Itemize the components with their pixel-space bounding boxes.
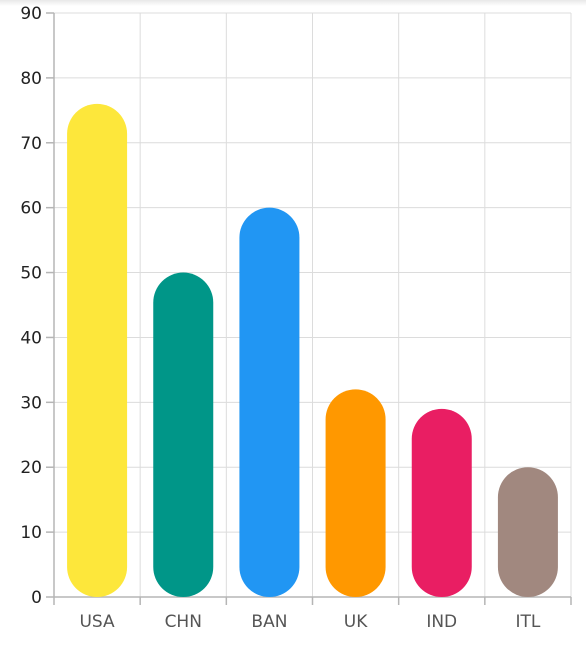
y-tick-label: 70 [20, 134, 42, 154]
x-tick-label: ITL [515, 612, 540, 632]
bar-usa[interactable] [67, 103, 128, 597]
bar-itl[interactable] [497, 467, 558, 597]
y-tick-label: 20 [20, 458, 42, 478]
x-tick-label: BAN [251, 612, 287, 632]
y-tick-label: 30 [20, 393, 42, 413]
y-tick-label: 80 [20, 69, 42, 89]
bar-uk[interactable] [325, 389, 386, 597]
top-shadow-strip [0, 0, 586, 6]
bar-chn[interactable] [153, 272, 214, 597]
tick-labels: 0 10 20 30 40 50 60 70 80 90 USA CHN BAN UK IND ITL [20, 4, 541, 632]
bars [67, 103, 558, 597]
x-tick-label: IND [426, 612, 457, 632]
x-tick-label: CHN [165, 612, 202, 632]
y-tick-label: 40 [20, 328, 42, 348]
y-tick-label: 10 [20, 523, 42, 543]
bar-ban[interactable] [239, 207, 300, 597]
x-tick-label: USA [79, 612, 115, 632]
y-tick-label: 50 [20, 264, 42, 284]
grid-lines [54, 12, 572, 598]
y-tick-label: 0 [31, 588, 42, 608]
y-tick-label: 90 [20, 4, 42, 24]
bar-ind[interactable] [411, 408, 472, 597]
x-tick-label: UK [344, 612, 368, 632]
axes [46, 12, 572, 605]
y-tick-label: 60 [20, 199, 42, 219]
